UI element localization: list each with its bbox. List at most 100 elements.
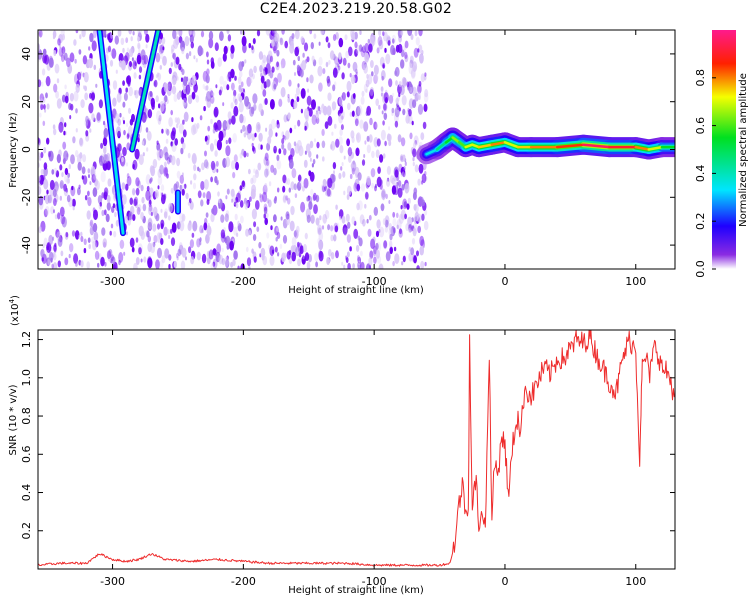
noise-dot xyxy=(147,221,153,232)
noise-dot xyxy=(423,92,429,103)
noise-dot xyxy=(199,225,204,234)
noise-dot xyxy=(398,92,401,98)
noise-dot xyxy=(155,259,160,269)
noise-dot xyxy=(233,105,239,117)
noise-dot xyxy=(41,68,46,76)
noise-dot xyxy=(251,208,257,220)
noise-dot xyxy=(141,140,144,146)
noise-dot xyxy=(362,45,366,52)
noise-dot xyxy=(320,104,325,113)
noise-dot xyxy=(122,80,125,86)
noise-dot xyxy=(368,257,373,266)
noise-dot xyxy=(80,260,84,268)
noise-dot xyxy=(97,262,100,268)
noise-dot xyxy=(278,148,282,155)
noise-dot xyxy=(224,213,229,223)
noise-dot xyxy=(181,213,186,222)
noise-dot xyxy=(306,214,311,223)
noise-dot xyxy=(369,87,374,96)
noise-dot xyxy=(197,166,200,172)
noise-dot xyxy=(401,76,407,88)
noise-dot xyxy=(222,102,225,107)
noise-dot xyxy=(274,246,278,253)
noise-dot xyxy=(357,235,361,241)
noise-dot xyxy=(138,154,144,166)
noise-dot xyxy=(167,229,170,235)
noise-dot xyxy=(87,196,92,207)
noise-dot xyxy=(273,83,277,90)
noise-dot xyxy=(102,160,108,171)
noise-dot xyxy=(208,37,214,49)
noise-dot xyxy=(163,193,166,198)
noise-dot xyxy=(284,252,287,259)
noise-dot xyxy=(328,249,332,257)
noise-dot xyxy=(178,63,182,71)
noise-dot xyxy=(43,178,49,190)
noise-dot xyxy=(300,88,306,99)
x-tick-label: -300 xyxy=(100,575,125,588)
noise-dot xyxy=(168,254,172,261)
noise-dot xyxy=(317,65,323,77)
noise-dot xyxy=(59,182,64,190)
noise-dot xyxy=(206,250,211,258)
noise-dot xyxy=(308,201,313,210)
noise-dot xyxy=(291,251,297,262)
noise-dot xyxy=(341,92,346,101)
noise-dot xyxy=(277,187,280,193)
noise-dot xyxy=(404,182,410,194)
noise-dot xyxy=(201,228,204,234)
noise-dot xyxy=(326,78,331,87)
noise-dot xyxy=(42,96,46,103)
noise-dot xyxy=(342,224,348,235)
noise-dot xyxy=(408,228,411,233)
noise-dot xyxy=(330,252,335,260)
noise-dot xyxy=(309,74,314,84)
noise-dot xyxy=(176,256,179,261)
noise-dot xyxy=(53,209,55,214)
noise-dot xyxy=(52,262,58,269)
noise-dot xyxy=(304,150,307,155)
noise-dot xyxy=(332,34,337,41)
noise-dot xyxy=(46,189,49,195)
signal-track xyxy=(129,30,162,153)
noise-dot xyxy=(291,236,297,247)
snr-x-axis-label: Height of straight line (km) xyxy=(288,585,424,596)
noise-dot xyxy=(52,124,56,130)
noise-dot xyxy=(38,182,41,188)
noise-dot xyxy=(314,138,316,143)
noise-dot xyxy=(89,128,92,133)
noise-dot xyxy=(394,253,400,264)
noise-dot xyxy=(124,215,129,224)
noise-dot xyxy=(232,171,236,179)
noise-dot xyxy=(302,254,305,260)
noise-dot xyxy=(414,164,419,173)
noise-dot xyxy=(163,211,168,219)
noise-dot xyxy=(296,241,300,248)
noise-dot xyxy=(212,92,215,97)
noise-dot xyxy=(335,250,339,259)
noise-dot xyxy=(412,148,417,158)
noise-dot xyxy=(251,133,255,141)
noise-dot xyxy=(264,217,269,226)
noise-dot xyxy=(301,185,305,192)
noise-dot xyxy=(109,230,112,236)
noise-dot xyxy=(386,178,391,187)
noise-dot xyxy=(376,176,382,188)
x-tick-label: -200 xyxy=(231,575,256,588)
noise-dot xyxy=(138,247,142,255)
noise-dot xyxy=(317,238,321,245)
noise-dot xyxy=(375,249,380,259)
noise-dot xyxy=(402,170,406,178)
noise-dot xyxy=(396,219,402,230)
noise-dot xyxy=(390,175,394,184)
noise-dot xyxy=(152,206,158,217)
noise-dot xyxy=(237,265,240,269)
colorbar-tick-label: 0.0 xyxy=(694,260,707,278)
noise-dot xyxy=(92,222,98,233)
noise-dot xyxy=(123,251,126,256)
noise-dot xyxy=(125,162,129,167)
noise-dot xyxy=(181,172,184,177)
noise-dot xyxy=(417,48,420,53)
noise-dot xyxy=(267,199,272,208)
noise-dot xyxy=(340,166,343,171)
